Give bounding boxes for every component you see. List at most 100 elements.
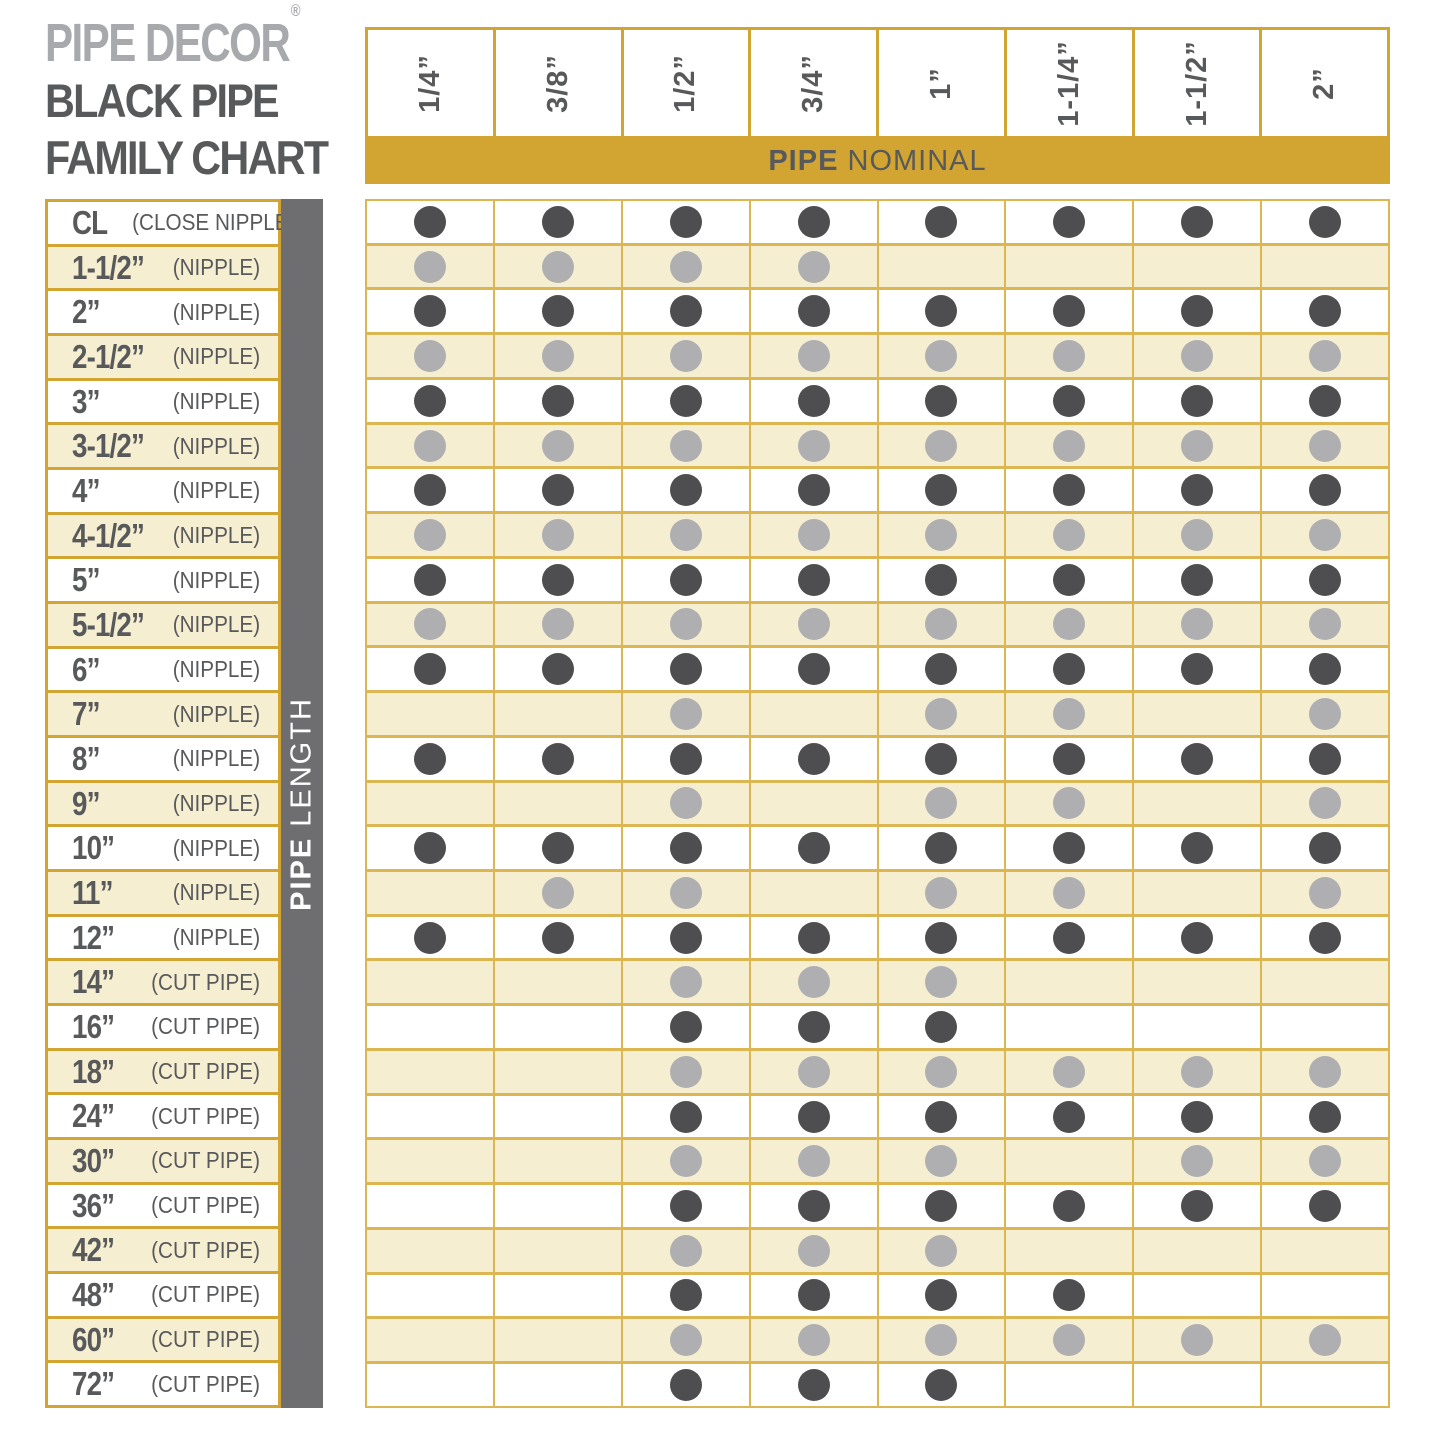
row-kind-label: (NIPPLE) (172, 343, 260, 370)
availability-cell (367, 379, 495, 422)
availability-cell (1134, 558, 1263, 601)
availability-dot (669, 1279, 702, 1312)
availability-dot (925, 563, 958, 596)
availability-dot (797, 742, 830, 775)
row-kind-label: (CUT PIPE) (151, 1147, 260, 1174)
availability-dot (413, 429, 446, 462)
pipe-length-band-text: PIPE LENGTH (286, 697, 319, 911)
availability-dot (541, 653, 574, 686)
availability-cell (623, 872, 751, 914)
availability-cell (623, 1319, 751, 1362)
row-kind-label: (NIPPLE) (172, 790, 260, 817)
availability-cell (367, 1364, 495, 1406)
availability-cell (367, 1006, 495, 1048)
row-label: 72” (CUT PIPE) (48, 1363, 278, 1406)
availability-dot (413, 519, 446, 551)
availability-dot (1053, 340, 1086, 373)
availability-cell (1006, 872, 1135, 914)
availability-cell (751, 245, 879, 288)
availability-dot (1309, 1100, 1342, 1133)
row-length-label: 11” (72, 873, 113, 911)
availability-dot (925, 921, 958, 954)
availability-cell (495, 1364, 623, 1406)
availability-cell (1262, 1051, 1388, 1093)
availability-dot (1053, 921, 1086, 954)
row-kind-label: (NIPPLE) (172, 611, 260, 638)
availability-cell (751, 737, 879, 780)
availability-cell (1262, 1275, 1388, 1317)
availability-dot (413, 205, 446, 238)
availability-dot (925, 832, 958, 865)
row-length-label: 3-1/2” (72, 427, 145, 465)
availability-dot (1053, 608, 1086, 641)
availability-dot (797, 1324, 830, 1357)
row-label: 36” (CUT PIPE) (48, 1184, 278, 1227)
table-row (367, 511, 1388, 559)
availability-cell (879, 558, 1007, 601)
availability-dot (413, 742, 446, 775)
availability-dot (1181, 519, 1214, 551)
pipe-nominal-band-bold: PIPE (768, 145, 839, 177)
availability-dot (925, 1324, 958, 1357)
availability-cell (1006, 1006, 1135, 1048)
availability-cell (1262, 604, 1388, 646)
availability-dot (669, 340, 702, 373)
availability-cell (1134, 1185, 1263, 1227)
availability-cell (751, 1006, 879, 1048)
table-row (367, 242, 1388, 291)
availability-dot (797, 1368, 830, 1401)
availability-cell (1006, 648, 1135, 691)
availability-cell (367, 782, 495, 825)
row-kind-label: (CUT PIPE) (151, 1013, 260, 1040)
availability-cell (879, 737, 1007, 780)
availability-cell (623, 1274, 751, 1317)
availability-cell (623, 1050, 751, 1093)
availability-cell (1134, 1319, 1263, 1362)
column-header: 1” (879, 30, 1004, 136)
row-label: 9” (NIPPLE) (48, 782, 278, 825)
availability-dot (1181, 1190, 1214, 1223)
availability-cell (495, 827, 623, 870)
availability-dot (1181, 429, 1214, 462)
availability-dot (1309, 519, 1342, 551)
availability-cell (495, 1229, 623, 1272)
availability-dot (669, 1368, 702, 1401)
availability-cell (879, 514, 1007, 556)
row-kind-label: (CUT PIPE) (151, 1326, 260, 1353)
availability-cell (751, 379, 879, 422)
availability-cell (879, 872, 1007, 914)
availability-dot (669, 1055, 702, 1088)
column-header: 2” (1262, 30, 1387, 136)
availability-dot (1181, 742, 1214, 775)
availability-dot (797, 1145, 830, 1178)
availability-dot (797, 250, 830, 283)
availability-cell (495, 782, 623, 825)
availability-dot (413, 653, 446, 686)
table-row (367, 379, 1388, 422)
row-kind-label: (NIPPLE) (172, 388, 260, 415)
availability-dot (413, 921, 446, 954)
availability-cell (879, 827, 1007, 870)
availability-dot (1053, 519, 1086, 551)
availability-cell (495, 1095, 623, 1138)
availability-cell (1006, 782, 1135, 825)
availability-cell (1006, 603, 1135, 646)
availability-cell (1006, 201, 1135, 243)
availability-grid (365, 199, 1390, 1408)
availability-dot (797, 653, 830, 686)
availability-cell (367, 1185, 495, 1227)
availability-dot (925, 519, 958, 551)
availability-dot (413, 295, 446, 328)
availability-cell (1006, 961, 1135, 1004)
table-row (367, 1274, 1388, 1317)
availability-cell (1262, 559, 1388, 601)
availability-cell (367, 916, 495, 959)
availability-cell (1262, 961, 1388, 1003)
row-label: 18” (CUT PIPE) (48, 1050, 278, 1093)
availability-dot (1181, 295, 1214, 328)
availability-cell (1134, 379, 1263, 422)
availability-cell (1134, 1095, 1263, 1138)
row-label: 10” (NIPPLE) (48, 827, 278, 870)
column-header-label: 1/2” (669, 53, 702, 113)
availability-dot (797, 966, 830, 999)
